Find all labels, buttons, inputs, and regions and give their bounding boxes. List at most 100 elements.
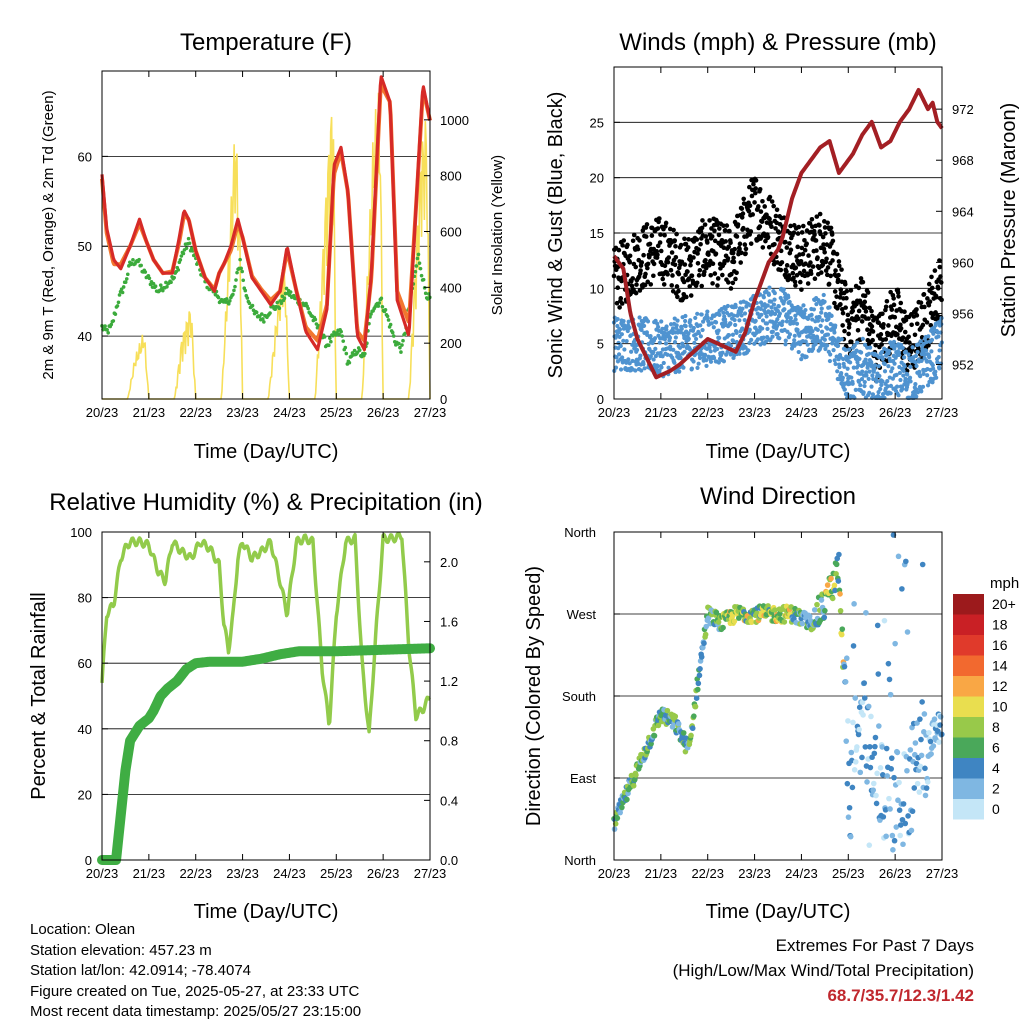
wind-point [682, 349, 687, 354]
wind-point [930, 363, 935, 368]
gust-point [619, 301, 625, 306]
winds-x-tick-label: 20/23 [598, 405, 631, 420]
gust-point [862, 293, 868, 299]
direction-point [900, 841, 906, 848]
wind-point [659, 365, 664, 370]
gust-point [715, 276, 721, 281]
wind-point [898, 377, 903, 383]
gust-point [735, 222, 741, 227]
gust-point [633, 290, 639, 296]
gust-point [776, 230, 782, 235]
dewpoint-point [415, 256, 420, 261]
wind-point [913, 353, 919, 359]
wind-point [796, 349, 801, 355]
gust-point [765, 234, 771, 240]
winds-title: Winds (mph) & Pressure (mb) [619, 29, 936, 56]
direction-point [692, 703, 699, 710]
dewpoint-point [254, 310, 259, 315]
wind-point [774, 324, 780, 329]
wind-point [896, 393, 901, 398]
temperature-x-tick-label: 27/23 [414, 405, 447, 420]
humidity-plot-frame [101, 531, 431, 861]
gust-point [702, 222, 708, 227]
temperature-x-tick-label: 20/23 [86, 405, 119, 420]
direction-point [806, 613, 813, 620]
t2m-line [100, 75, 432, 352]
dewpoint-point [268, 311, 272, 315]
gust-point [835, 306, 840, 311]
gust-point [805, 281, 811, 286]
gust-point [723, 228, 728, 233]
temperature-title: Temperature (F) [180, 29, 352, 56]
wind-point [783, 338, 788, 343]
wind-point [862, 379, 867, 385]
wind-point [843, 347, 848, 353]
wind-point [770, 334, 775, 339]
gust-point [627, 259, 633, 265]
wind-point [746, 348, 751, 353]
wind-point [737, 318, 742, 323]
gust-point [800, 251, 806, 257]
direction-point [680, 730, 687, 736]
wind-point [700, 327, 705, 333]
wind-point [857, 356, 862, 362]
gust-point [808, 271, 814, 277]
dewpoint-point [121, 285, 126, 289]
direction-point [879, 744, 886, 750]
gust-point [752, 200, 757, 205]
gust-point [720, 272, 725, 278]
direction-point [846, 804, 853, 811]
gust-point [762, 204, 767, 209]
wind-point [888, 383, 894, 388]
dewpoint-point [347, 360, 352, 365]
wind-point [903, 349, 908, 354]
gust-point [829, 232, 835, 237]
direction-point [876, 723, 882, 729]
gust-point [641, 252, 646, 258]
wind-point [936, 355, 941, 360]
wind-point [670, 326, 676, 331]
dewpoint-point [231, 292, 235, 297]
wind-point [934, 375, 939, 380]
humidity-y2-tick-label: 1.2 [440, 674, 458, 689]
direction-point [863, 609, 869, 616]
wind-point [925, 383, 931, 388]
gust-point [935, 286, 941, 291]
legend-label: 10 [992, 699, 1008, 715]
gust-point [743, 251, 748, 256]
direction-point [930, 743, 937, 749]
gust-point [830, 238, 836, 244]
gust-point [811, 228, 817, 234]
gust-point [614, 300, 620, 306]
wind-point [818, 345, 823, 350]
temperature-y-tick-label: 50 [78, 239, 92, 254]
gust-point [746, 208, 752, 214]
wind-point [666, 365, 671, 370]
direction-point [672, 713, 679, 720]
gust-point [798, 279, 803, 285]
wind-point [820, 318, 825, 323]
wind-point [673, 335, 678, 340]
gust-point [655, 252, 660, 257]
winds-y2-tick-label: 964 [952, 204, 974, 219]
direction-point [683, 735, 689, 741]
wind-point [721, 310, 726, 315]
wind-point [688, 323, 693, 328]
direction-point [831, 582, 838, 589]
direction-point [886, 795, 892, 802]
wind-point [811, 333, 816, 338]
wind-point [880, 356, 885, 362]
gust-point [723, 239, 729, 244]
dewpoint-point [275, 300, 280, 305]
wind-point [890, 376, 895, 381]
wind-point [755, 337, 761, 342]
gust-point [673, 254, 679, 260]
wind-point [813, 341, 818, 347]
direction-point [688, 732, 694, 739]
dewpoint-point [116, 300, 121, 305]
legend-label: 14 [992, 658, 1008, 674]
dewpoint-point [234, 278, 238, 282]
wind-point [772, 311, 778, 317]
wind-point [667, 335, 673, 340]
humidity-y-label: Percent & Total Rainfall [28, 592, 50, 800]
